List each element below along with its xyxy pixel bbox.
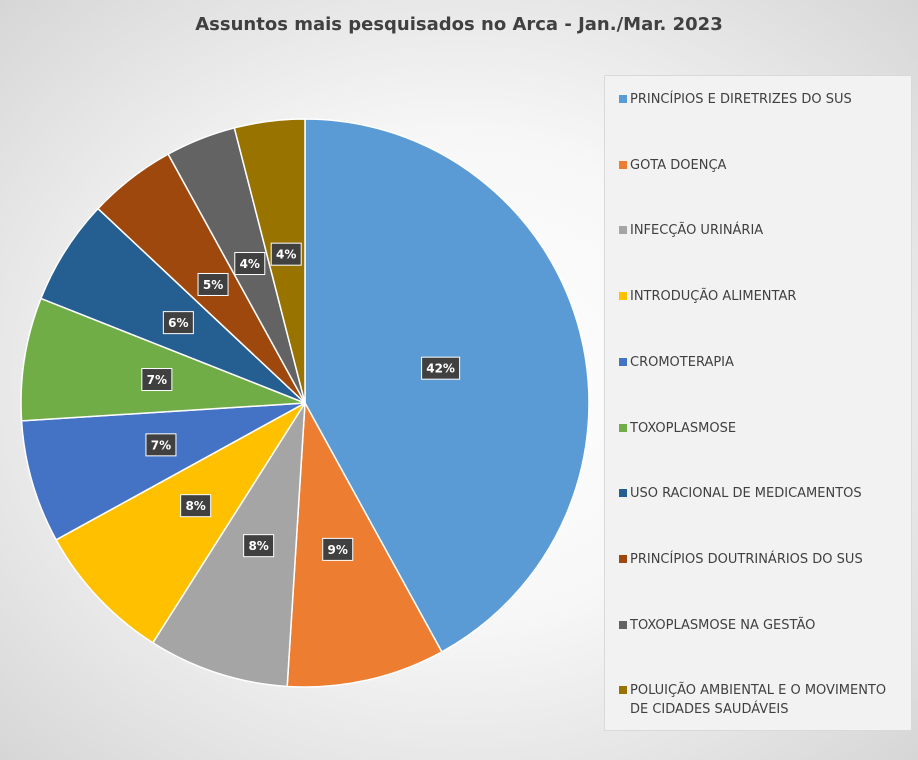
data-label-box [145, 433, 177, 457]
legend-label: POLUIÇÃO AMBIENTAL E O MOVIMENTO DE CIDA… [630, 683, 887, 718]
pie-slice [151, 402, 306, 688]
pie-slice [55, 402, 306, 644]
chart-title: Assuntos mais pesquisados no Arca - Jan.… [195, 14, 723, 35]
legend-swatch [619, 226, 627, 235]
data-label-box [243, 534, 275, 558]
data-label: 6% [162, 311, 194, 335]
data-label-box [270, 242, 302, 266]
legend-item: CROMOTERAPIA [619, 353, 905, 372]
legend-label: INTRODUÇÃO ALIMENTAR [630, 289, 797, 305]
legend-item: INFECÇÃO URINÁRIA [619, 221, 905, 240]
legend-item: USO RACIONAL DE MEDICAMENTOS [619, 484, 905, 503]
data-label-text: 9% [328, 543, 348, 557]
legend-swatch [619, 620, 627, 629]
legend-label: TOXOPLASMOSE [630, 420, 737, 436]
legend-swatch [619, 292, 627, 301]
legend-label: USO RACIONAL DE MEDICAMENTOS [630, 486, 862, 502]
legend-item: PRINCÍPIOS DOUTRINÁRIOS DO SUS [619, 550, 905, 569]
legend-swatch [619, 160, 627, 169]
data-label: 8% [180, 494, 212, 518]
data-label: 5% [197, 272, 229, 296]
pie-slice [233, 118, 306, 404]
data-label: 9% [322, 537, 354, 561]
data-label-text: 7% [151, 438, 171, 452]
legend-swatch [619, 95, 627, 103]
data-label-box [141, 368, 173, 392]
legend-item: PRINCÍPIOS E DIRETRIZES DO SUS [619, 90, 905, 109]
legend-swatch [619, 554, 627, 563]
legend-item: INTRODUÇÃO ALIMENTAR [619, 287, 905, 306]
legend: PRINCÍPIOS E DIRETRIZES DO SUS GOTA DOENÇ… [604, 75, 912, 731]
data-label: 4% [270, 242, 302, 266]
legend-swatch [619, 357, 627, 366]
legend-label: TOXOPLASMOSE NA GESTÃO [630, 617, 816, 633]
legend-swatch [619, 489, 627, 498]
legend-item: GOTA DOENÇA [619, 156, 905, 175]
legend-label: PRINCÍPIOS E DIRETRIZES DO SUS [630, 92, 852, 107]
data-label-box [162, 311, 194, 335]
legend-swatch [619, 686, 627, 695]
data-label: 7% [145, 433, 177, 457]
data-label-text: 5% [203, 278, 223, 292]
data-label-text: 8% [248, 539, 268, 553]
data-label-box [234, 252, 266, 276]
pie-slice [304, 118, 590, 653]
pie-slice [20, 297, 306, 422]
legend-label: GOTA DOENÇA [630, 157, 727, 173]
data-label-text: 42% [426, 362, 455, 376]
data-label-box [421, 356, 461, 380]
pie-slice [20, 402, 306, 541]
legend-label: INFECÇÃO URINÁRIA [630, 223, 764, 239]
data-label: 7% [141, 368, 173, 392]
pie-slice [286, 400, 443, 688]
legend-label: PRINCÍPIOS DOUTRINÁRIOS DO SUS [630, 551, 863, 567]
data-label: 8% [243, 534, 275, 558]
data-label: 42% [421, 356, 461, 380]
legend-item: TOXOPLASMOSE [619, 419, 905, 438]
data-label-text: 6% [168, 316, 188, 330]
legend-item: POLUIÇÃO AMBIENTAL E O MOVIMENTO DE CIDA… [619, 681, 905, 719]
data-label-text: 4% [276, 248, 296, 262]
data-label-box [197, 272, 229, 296]
legend-label: CROMOTERAPIA [630, 354, 734, 370]
legend-item: TOXOPLASMOSE NA GESTÃO [619, 616, 905, 635]
data-label-box [180, 494, 212, 518]
legend-swatch [619, 423, 627, 432]
data-label: 4% [234, 252, 266, 276]
data-label-box [322, 537, 354, 561]
data-label-text: 4% [240, 257, 260, 271]
data-label-text: 8% [185, 499, 205, 513]
data-label-text: 7% [147, 373, 167, 387]
